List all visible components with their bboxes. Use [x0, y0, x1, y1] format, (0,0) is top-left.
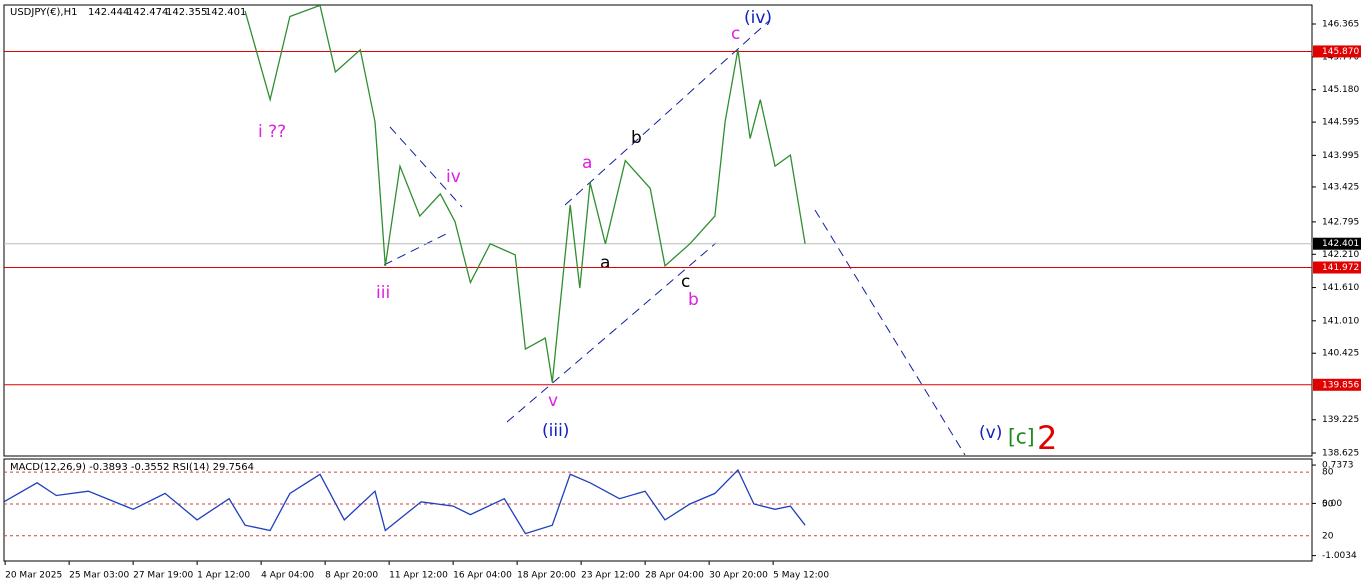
projection-line: [814, 209, 966, 456]
wave-label: a: [582, 153, 592, 173]
x-tick-label: 28 Apr 04:00: [645, 571, 704, 581]
wave-label: (iv): [744, 8, 772, 28]
rsi-tick-label: 80: [1322, 468, 1334, 478]
y-tick-label: 146.365: [1322, 20, 1359, 30]
x-tick-label: 4 Apr 04:00: [261, 571, 314, 581]
triangle-line: [383, 231, 451, 266]
x-tick-label: 23 Apr 12:00: [581, 571, 640, 581]
series-line: [4, 468, 806, 535]
x-tick-label: 25 Mar 03:00: [69, 571, 129, 581]
y-tick-label: 143.995: [1322, 151, 1359, 161]
level-label: 139.856: [1322, 380, 1359, 390]
y-tick-label: 138.625: [1322, 449, 1359, 459]
rsi-tick-label: 50: [1322, 499, 1334, 509]
x-tick-label: 11 Apr 12:00: [389, 571, 448, 581]
wave-label: iv: [446, 167, 461, 187]
rsi-tick-label: 20: [1322, 531, 1334, 541]
x-tick-label: 5 May 12:00: [773, 571, 829, 581]
level-box: [1313, 261, 1361, 274]
level-label: 145.870: [1322, 47, 1359, 57]
open: 142.444: [88, 7, 129, 18]
y-tick-label: 141.610: [1322, 283, 1359, 293]
symbol: USDJPY(€),H1: [10, 7, 77, 18]
y-tick-label: 142.210: [1322, 250, 1359, 260]
wave-label: i ??: [258, 122, 286, 142]
wave-label: a: [600, 253, 610, 273]
x-tick-label: 16 Apr 04:00: [453, 571, 512, 581]
x-tick-label: 30 Apr 20:00: [709, 571, 768, 581]
wave-label: (iii): [542, 421, 569, 441]
level-box: [1313, 45, 1361, 58]
macd-tick-label: 0.7373: [1322, 461, 1354, 471]
y-tick-label: 145.770: [1322, 52, 1359, 62]
channel-line: [564, 19, 771, 206]
x-tick-label: 18 Apr 20:00: [517, 571, 576, 581]
y-tick-label: 145.180: [1322, 85, 1359, 95]
y-tick-label: 141.010: [1322, 316, 1359, 326]
current-price-label: 142.401: [1322, 239, 1359, 249]
x-tick-label: 20 Mar 2025: [5, 571, 62, 581]
series-line: [244, 5, 806, 383]
wave-label: v: [548, 391, 558, 411]
wave-label: iii: [376, 283, 390, 303]
current-price-box: [1313, 237, 1361, 250]
wave-label: c: [681, 272, 690, 292]
high: 142.474: [127, 7, 168, 18]
channel-line: [506, 242, 717, 423]
y-tick-label: 144.595: [1322, 118, 1359, 128]
wave-label: (v): [979, 423, 1002, 443]
wave-label: c: [731, 24, 740, 44]
level-label: 141.972: [1322, 263, 1359, 273]
indicator-label: MACD(12,26,9) -0.3893 -0.3552 RSI(14) 29…: [10, 462, 254, 473]
y-tick-label: 143.425: [1322, 182, 1359, 192]
x-tick-label: 1 Apr 12:00: [197, 571, 250, 581]
wave-label: 2: [1037, 419, 1057, 457]
level-box: [1313, 378, 1361, 391]
wave-label: [c]: [1008, 425, 1035, 449]
wave-label: b: [631, 128, 642, 148]
triangle-line: [389, 126, 463, 208]
x-tick-label: 27 Mar 19:00: [133, 571, 193, 581]
low: 142.355: [166, 7, 207, 18]
x-tick-label: 8 Apr 20:00: [325, 571, 378, 581]
y-tick-label: 140.425: [1322, 349, 1359, 359]
macd-tick-label: 0.00: [1322, 499, 1342, 509]
y-tick-label: 142.795: [1322, 217, 1359, 227]
macd-tick-label: -1.0034: [1322, 551, 1357, 561]
y-tick-label: 139.225: [1322, 415, 1359, 425]
close: 142.401: [205, 7, 246, 18]
wave-label: b: [688, 290, 699, 310]
